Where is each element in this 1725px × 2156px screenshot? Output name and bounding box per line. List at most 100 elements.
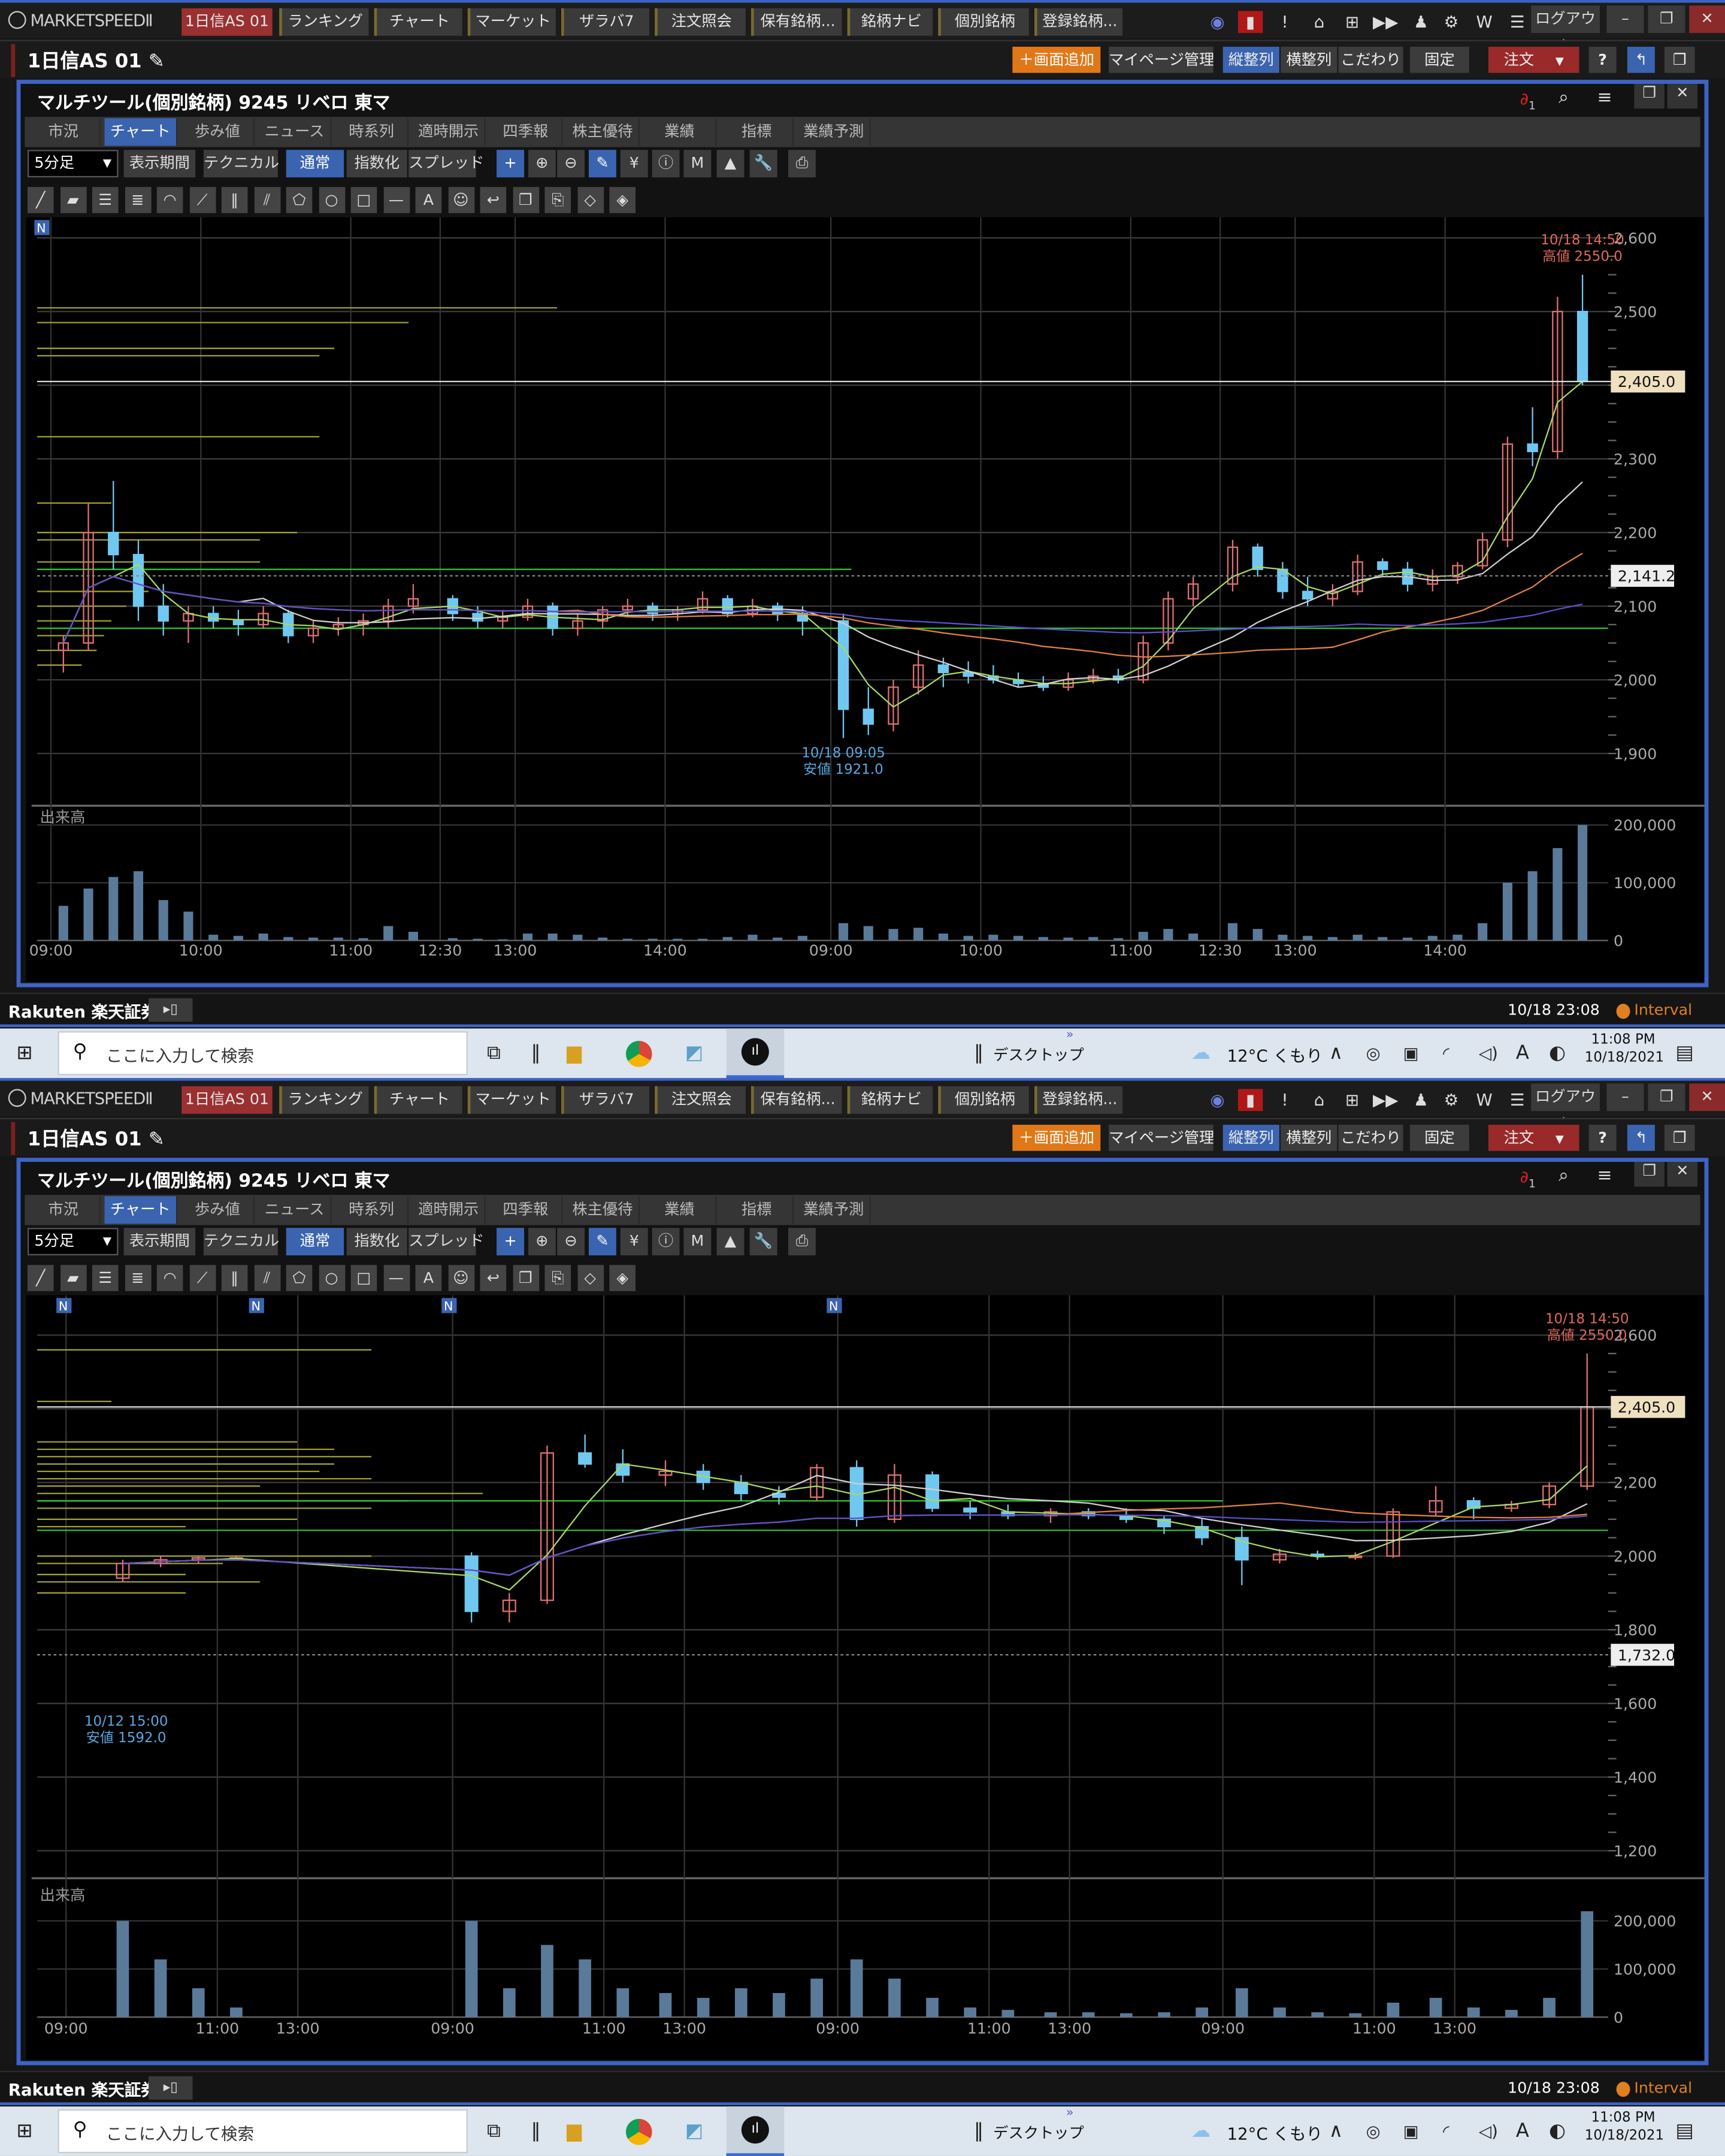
weather-text[interactable]: 12°C くもり bbox=[1227, 2124, 1323, 2144]
stamp-icon[interactable]: ☺ bbox=[447, 187, 474, 213]
tab-5[interactable]: 適時開示 bbox=[413, 118, 486, 146]
search-icon[interactable]: ⌕ bbox=[1558, 87, 1569, 109]
menu-tab[interactable]: ザラバ7 bbox=[561, 8, 650, 36]
menu-icon[interactable]: ≡ bbox=[1597, 1165, 1612, 1187]
pen-icon[interactable]: ✎ bbox=[588, 150, 616, 178]
eraser-icon[interactable]: ◇ bbox=[577, 187, 604, 213]
minimize-button[interactable]: – bbox=[1606, 1083, 1644, 1112]
ruler-icon[interactable]: ▰ bbox=[59, 1265, 86, 1291]
kodawari-button[interactable]: こだわり bbox=[1338, 47, 1403, 73]
close-button[interactable]: ✕ bbox=[1689, 1083, 1725, 1112]
line-icon[interactable]: ╱ bbox=[27, 1265, 54, 1291]
edit-pencil-icon[interactable]: ✎ bbox=[148, 50, 165, 73]
zoom-out-icon[interactable]: ⊖ bbox=[557, 150, 585, 178]
add-screen-button[interactable]: ＋画面追加 bbox=[1012, 1125, 1101, 1151]
bell-icon[interactable]: ♟ bbox=[1414, 1090, 1429, 1110]
wrench-icon[interactable]: 🔧 bbox=[749, 1228, 777, 1256]
tab-3[interactable]: ニュース bbox=[259, 1196, 332, 1224]
wrench-icon[interactable]: 🔧 bbox=[749, 150, 777, 178]
task-view-icon[interactable]: ⧉ bbox=[487, 1042, 501, 1065]
menu-tab[interactable]: 注文照会 bbox=[655, 1086, 746, 1114]
fix-button[interactable]: 固定 bbox=[1410, 1125, 1469, 1151]
help-button[interactable]: ? bbox=[1588, 47, 1617, 73]
vertical-lines-icon[interactable]: ‖ bbox=[221, 187, 248, 213]
pen-icon[interactable]: ✎ bbox=[588, 1228, 616, 1256]
mypage-manage-button[interactable]: マイページ管理 bbox=[1109, 1125, 1213, 1151]
tab-1[interactable]: チャート bbox=[104, 1196, 178, 1224]
home-icon[interactable]: ⌂ bbox=[1314, 1090, 1325, 1110]
add-window-icon[interactable]: ⊞ bbox=[1345, 1090, 1360, 1110]
web-icon[interactable]: W bbox=[1476, 12, 1493, 32]
price-chart[interactable]: 1,200 1,400 1,600 1,800 2,000 2,200 2,600 09:00… bbox=[26, 1295, 1705, 2060]
erase-all-icon[interactable]: ◈ bbox=[609, 1265, 636, 1291]
normal-mode-button[interactable]: 通常 bbox=[286, 1228, 344, 1256]
stamp-icon[interactable]: ☺ bbox=[447, 1265, 474, 1291]
indexed-mode-button[interactable]: 指数化 bbox=[346, 150, 407, 178]
restore-panel-button[interactable]: ❐ bbox=[1634, 1162, 1665, 1187]
taskbar-clock[interactable]: 11:08 PM 10/18/2021 bbox=[1585, 2110, 1664, 2143]
battery-icon[interactable]: ▣ bbox=[1403, 1043, 1419, 1063]
horizontal-arrange-button[interactable]: 横整列 bbox=[1281, 47, 1337, 73]
link-icon[interactable]: ∂1 bbox=[1520, 89, 1536, 112]
ruler-icon[interactable]: ▰ bbox=[59, 187, 86, 213]
info-icon[interactable]: ⓘ bbox=[652, 1228, 680, 1256]
tab-8[interactable]: 業績 bbox=[644, 118, 717, 146]
display-period-button[interactable]: 表示期間 bbox=[123, 150, 196, 178]
menu-tab[interactable]: 注文照会 bbox=[655, 8, 746, 36]
web-icon[interactable]: W bbox=[1476, 1090, 1493, 1110]
add-window-icon[interactable]: ⊞ bbox=[1345, 12, 1360, 32]
bell-icon[interactable]: ♟ bbox=[1414, 12, 1429, 32]
yen-icon[interactable]: ¥ bbox=[620, 1228, 648, 1256]
page-title[interactable]: 1日信AS 01 ✎ bbox=[28, 47, 165, 74]
chrome-icon[interactable] bbox=[625, 1040, 652, 1067]
menu-tab[interactable]: ランキング bbox=[279, 1086, 369, 1114]
rectangle-icon[interactable]: □ bbox=[350, 187, 377, 213]
fan-icon[interactable]: ◠ bbox=[156, 1265, 183, 1291]
menu-tab[interactable]: ランキング bbox=[279, 8, 369, 36]
order-button[interactable]: 注文 ▼ bbox=[1488, 1125, 1579, 1151]
tab-6[interactable]: 四季報 bbox=[490, 1196, 563, 1224]
horizontal-lines-icon[interactable]: ☰ bbox=[92, 1265, 119, 1291]
sidebar-toggle-button[interactable]: ▸▯ bbox=[149, 998, 193, 1022]
ime-mode-icon[interactable]: ◐ bbox=[1549, 1042, 1566, 1065]
link-icon[interactable]: ∂1 bbox=[1520, 1167, 1536, 1190]
my-icon[interactable]: M bbox=[683, 150, 712, 178]
interval-select[interactable]: 5分足 ▼ bbox=[27, 150, 119, 178]
menu-tab[interactable]: 個別銘柄 bbox=[938, 8, 1029, 36]
multi-lines-icon[interactable]: ≣ bbox=[124, 1265, 151, 1291]
rectangle-icon[interactable]: □ bbox=[350, 1265, 377, 1291]
logout-button[interactable]: ログアウト bbox=[1531, 5, 1600, 55]
chart-icon[interactable]: ▮ bbox=[1237, 1089, 1263, 1112]
meet-icon[interactable]: ◎ bbox=[1366, 1043, 1381, 1063]
interval-select[interactable]: 5分足 ▼ bbox=[27, 1228, 119, 1256]
marketspeed-taskbar-button[interactable]: ıl bbox=[726, 2106, 785, 2156]
normal-mode-button[interactable]: 通常 bbox=[286, 150, 344, 178]
zoom-in-icon[interactable]: ⊕ bbox=[528, 1228, 556, 1256]
vertical-arrange-button[interactable]: 縦整列 bbox=[1222, 47, 1279, 73]
line-icon[interactable]: ╱ bbox=[27, 187, 54, 213]
spread-mode-button[interactable]: スプレッド bbox=[408, 150, 484, 178]
tab-0[interactable]: 市況 bbox=[28, 118, 101, 146]
weather-text[interactable]: 12°C くもり bbox=[1227, 1046, 1323, 1066]
menu-tab[interactable]: チャート bbox=[374, 1086, 462, 1114]
menu-icon[interactable]: ☰ bbox=[1509, 12, 1525, 32]
paste-icon[interactable]: ⎘ bbox=[544, 187, 571, 213]
menu-tab[interactable]: 1日信AS 01 bbox=[181, 1086, 273, 1114]
tab-9[interactable]: 指標 bbox=[721, 118, 794, 146]
windows-start-icon[interactable]: ⊞ bbox=[16, 2120, 33, 2143]
menu-tab[interactable]: 1日信AS 01 bbox=[181, 8, 273, 36]
gear-icon[interactable]: ⚙ bbox=[1443, 12, 1459, 32]
print-icon[interactable]: ⎙ bbox=[788, 1228, 816, 1256]
windows-start-icon[interactable]: ⊞ bbox=[16, 1042, 33, 1065]
menu-tab[interactable]: チャート bbox=[374, 8, 462, 36]
vertical-arrange-button[interactable]: 縦整列 bbox=[1222, 1125, 1279, 1151]
channel-icon[interactable]: ⫽ bbox=[253, 1265, 280, 1291]
menu-tab[interactable]: ザラバ7 bbox=[561, 1086, 650, 1114]
chart-canvas[interactable]: 1,200 1,400 1,600 1,800 2,000 2,200 2,600 09:00… bbox=[26, 1295, 1705, 2060]
info-icon[interactable]: ⓘ bbox=[652, 150, 680, 178]
menu-tab[interactable]: 登録銘柄... bbox=[1034, 1086, 1123, 1114]
popout-icon[interactable]: ↰ bbox=[1627, 47, 1655, 73]
text-icon[interactable]: A bbox=[415, 1265, 442, 1291]
sidebar-toggle-button[interactable]: ▸▯ bbox=[149, 2076, 193, 2100]
window-icon[interactable]: ❐ bbox=[1664, 1125, 1695, 1151]
